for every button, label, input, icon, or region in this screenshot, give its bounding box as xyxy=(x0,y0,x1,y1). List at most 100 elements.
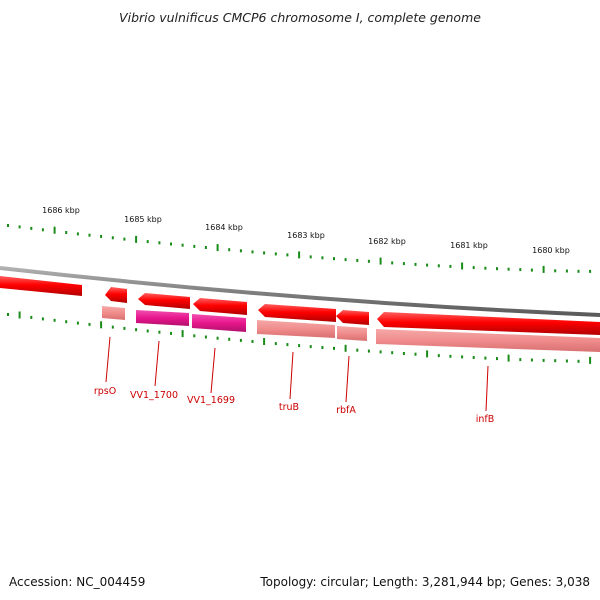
minor-tick xyxy=(146,329,149,333)
minor-tick xyxy=(65,231,68,234)
cds-feature xyxy=(336,310,369,325)
scale-label: 1684 kbp xyxy=(205,223,243,232)
minor-tick xyxy=(286,253,289,257)
minor-tick xyxy=(100,235,103,238)
minor-tick xyxy=(484,266,487,270)
minor-tick xyxy=(344,258,347,262)
minor-tick xyxy=(321,256,324,260)
minor-tick xyxy=(88,233,91,237)
scale-ticks-upper xyxy=(7,224,592,273)
minor-tick xyxy=(30,226,33,230)
major-tick xyxy=(181,330,184,338)
minor-tick xyxy=(333,257,335,261)
minor-tick xyxy=(65,320,68,324)
minor-tick xyxy=(298,344,301,348)
scale-label: 1686 kbp xyxy=(42,206,80,215)
gene-labels: rpsO VV1_1700 VV1_1699 truB rbfA infB xyxy=(94,386,494,425)
minor-tick xyxy=(204,246,207,249)
minor-tick xyxy=(414,352,417,356)
major-tick xyxy=(53,226,56,234)
cds-feature xyxy=(193,298,247,315)
minor-tick xyxy=(309,345,312,349)
gene-label-trub: truB xyxy=(279,402,299,413)
minor-tick xyxy=(472,356,475,359)
minor-tick xyxy=(379,350,382,354)
leader-line xyxy=(289,351,294,400)
minor-tick xyxy=(181,243,184,247)
minor-tick xyxy=(274,252,277,256)
minor-tick xyxy=(41,317,44,321)
minor-tick xyxy=(461,355,464,359)
minor-tick xyxy=(565,269,568,273)
major-tick xyxy=(135,235,138,243)
major-tick xyxy=(216,244,219,252)
major-tick xyxy=(589,356,592,364)
minor-tick xyxy=(53,318,56,322)
major-tick xyxy=(18,311,21,319)
major-tick xyxy=(298,251,301,259)
gene-feature xyxy=(257,320,335,338)
minor-tick xyxy=(193,334,196,338)
minor-tick xyxy=(146,240,149,244)
minor-tick xyxy=(414,262,417,266)
gene-feature xyxy=(102,306,125,320)
minor-tick xyxy=(251,250,254,254)
minor-tick xyxy=(274,342,277,346)
cds-feature xyxy=(377,312,600,335)
minor-tick xyxy=(239,249,242,253)
scale-label: 1680 kbp xyxy=(532,246,570,255)
minor-tick xyxy=(216,336,219,340)
leader-line xyxy=(105,336,111,383)
scale-ticks-lower xyxy=(7,311,592,364)
minor-tick xyxy=(391,261,394,265)
scale-labels: 1686 kbp 1685 kbp 1684 kbp 1683 kbp 1682… xyxy=(42,206,570,255)
major-tick xyxy=(263,338,266,345)
gene-label-rpso: rpsO xyxy=(94,386,116,397)
major-tick xyxy=(542,265,545,273)
minor-tick xyxy=(111,325,114,329)
minor-tick xyxy=(402,352,405,355)
scale-label: 1685 kbp xyxy=(124,215,162,224)
major-tick xyxy=(344,344,347,352)
minor-tick xyxy=(496,357,498,361)
minor-tick xyxy=(356,348,359,352)
minor-tick xyxy=(530,358,533,362)
minor-tick xyxy=(18,225,21,229)
minor-tick xyxy=(88,322,91,326)
minor-tick xyxy=(437,264,440,268)
minor-tick xyxy=(251,340,254,343)
minor-tick xyxy=(367,259,370,263)
minor-tick xyxy=(76,232,79,236)
minor-tick xyxy=(286,343,289,347)
minor-tick xyxy=(239,338,242,342)
minor-tick xyxy=(356,259,359,262)
minor-tick xyxy=(228,337,231,341)
cds-feature xyxy=(258,304,336,322)
genome-summary-text: Topology: circular; Length: 3,281,944 bp… xyxy=(260,575,590,589)
minor-tick xyxy=(437,354,440,358)
minor-tick xyxy=(449,264,452,268)
minor-tick xyxy=(193,244,196,248)
gene-feature xyxy=(376,329,600,352)
gene-label-infb: infB xyxy=(476,414,495,425)
minor-tick xyxy=(309,255,312,259)
minor-tick xyxy=(333,346,335,350)
minor-tick xyxy=(589,269,592,273)
minor-tick xyxy=(496,267,498,271)
cds-feature xyxy=(0,276,82,296)
minor-tick xyxy=(554,359,557,363)
minor-tick xyxy=(577,269,580,273)
scale-label: 1682 kbp xyxy=(368,237,406,246)
minor-tick xyxy=(111,236,114,240)
page-title: Vibrio vulnificus CMCP6 chromosome I, co… xyxy=(119,10,481,25)
minor-tick xyxy=(170,331,172,335)
scale-label: 1683 kbp xyxy=(287,231,325,240)
backbone-outer xyxy=(0,266,600,317)
major-tick xyxy=(426,350,429,358)
minor-tick xyxy=(449,354,452,358)
minor-tick xyxy=(565,359,568,363)
leader-line xyxy=(485,365,489,412)
gene-label-rbfa: rbfA xyxy=(336,405,356,416)
gene-leaders xyxy=(105,336,489,412)
